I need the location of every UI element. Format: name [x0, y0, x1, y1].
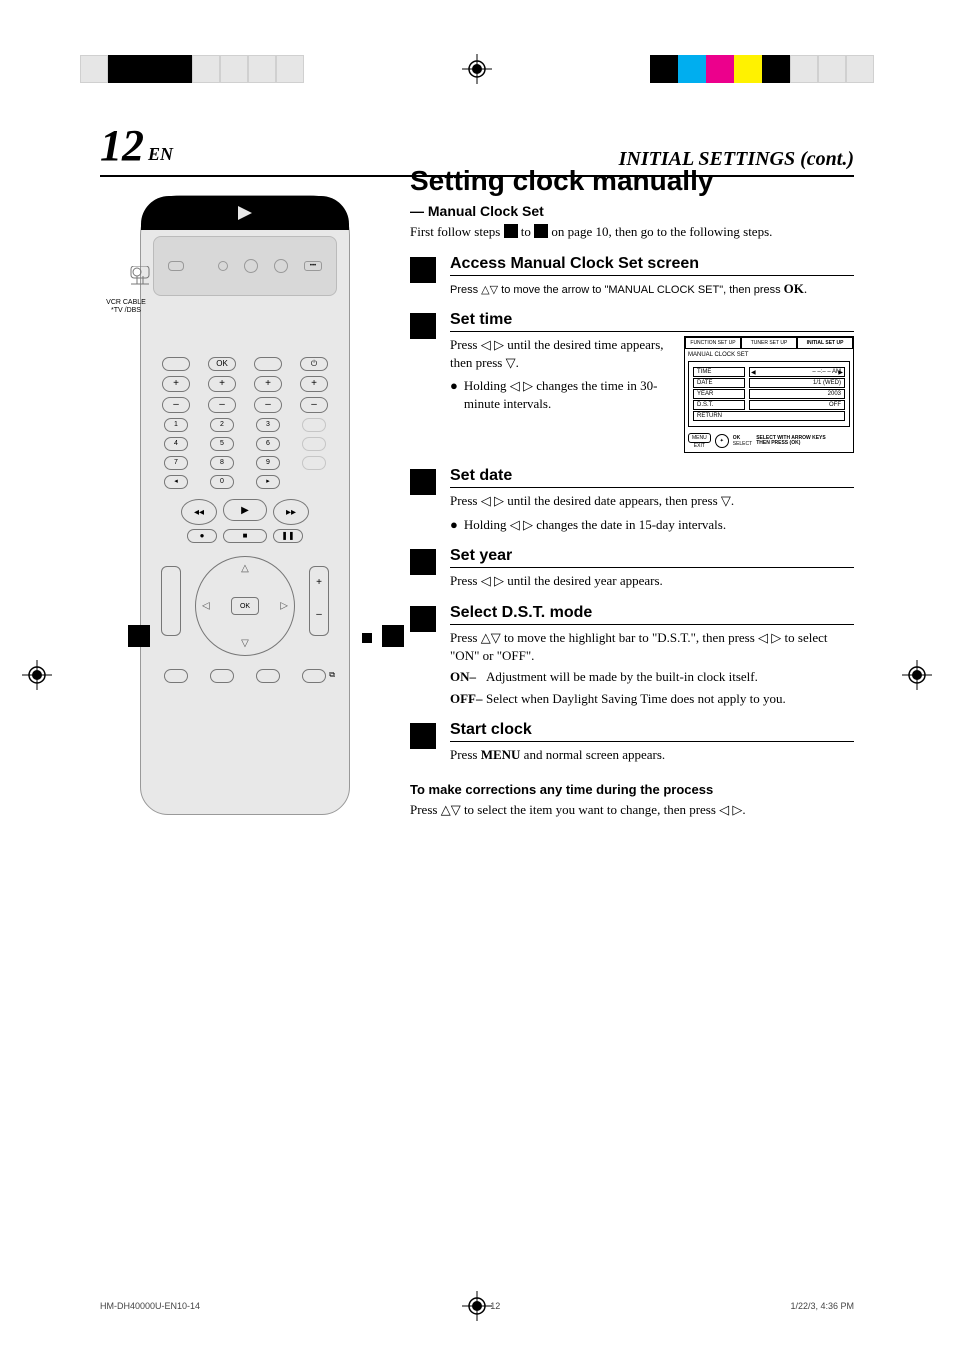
sub-heading: — Manual Clock Set — [410, 203, 854, 219]
step-body: Press ◁ ▷ until the desired year appears… — [450, 572, 854, 590]
registration-mark-icon — [902, 660, 932, 690]
step-body: Press △▽ to move the highlight bar to "D… — [450, 629, 854, 707]
step-body: Press △▽ to move the arrow to "MANUAL CL… — [450, 280, 854, 298]
page-number: 12EN — [100, 120, 173, 171]
intro-text: First follow steps to on page 10, then g… — [410, 223, 854, 241]
step-marker — [410, 469, 436, 495]
step-marker — [410, 257, 436, 283]
footer-left: HM-DH40000U-EN10-14 — [100, 1301, 200, 1311]
footer-right: 1/22/3, 4:36 PM — [790, 1301, 854, 1311]
remote-ir-window-icon — [141, 196, 349, 230]
play-icon: ▶ — [223, 499, 267, 521]
callout-marker — [128, 625, 150, 647]
rec-icon: ● — [187, 529, 217, 543]
registration-mark-icon — [462, 54, 492, 84]
step-title: Select D.S.T. mode — [450, 604, 854, 625]
step-marker — [410, 723, 436, 749]
registration-bar-left — [80, 55, 304, 83]
page-footer: HM-DH40000U-EN10-14 12 1/22/3, 4:36 PM — [100, 1301, 854, 1311]
osd-screenshot: FUNCTION SET UP TUNER SET UP INITIAL SET… — [684, 336, 854, 453]
pause-icon: ❚❚ — [273, 529, 303, 543]
step-title: Set year — [450, 547, 854, 568]
step-marker — [410, 313, 436, 339]
dpad-icon: △ ▽ ◁ ▷ OK — [195, 556, 295, 656]
step-title: Start clock — [450, 721, 854, 742]
step-title: Set date — [450, 467, 854, 488]
corrections-heading: To make corrections any time during the … — [410, 782, 854, 797]
remote-mode-switch: VCR CABLE *TV /DBS — [101, 266, 151, 314]
footer-center: 12 — [490, 1301, 500, 1311]
step-body: Press ◁ ▷ until the desired time appears… — [450, 336, 674, 453]
registration-bar-right — [650, 55, 874, 83]
stop-icon: ■ — [223, 529, 267, 543]
step-marker — [410, 606, 436, 632]
callout-marker — [362, 633, 372, 643]
remote-illustration: VCR CABLE *TV /DBS ••• OK — [100, 195, 390, 815]
callout-marker — [382, 625, 404, 647]
main-heading: Setting clock manually — [410, 165, 854, 197]
ffwd-icon: ▸▸ — [273, 499, 309, 525]
step-body: Press ◁ ▷ until the desired date appears… — [450, 492, 854, 533]
step-body: Press MENU and normal screen appears. — [450, 746, 854, 764]
step-title: Access Manual Clock Set screen — [450, 255, 854, 276]
corrections-body: Press △▽ to select the item you want to … — [410, 801, 854, 819]
step-marker — [410, 549, 436, 575]
step-title: Set time — [450, 311, 854, 332]
registration-mark-icon — [22, 660, 52, 690]
rewind-icon: ◂◂ — [181, 499, 217, 525]
